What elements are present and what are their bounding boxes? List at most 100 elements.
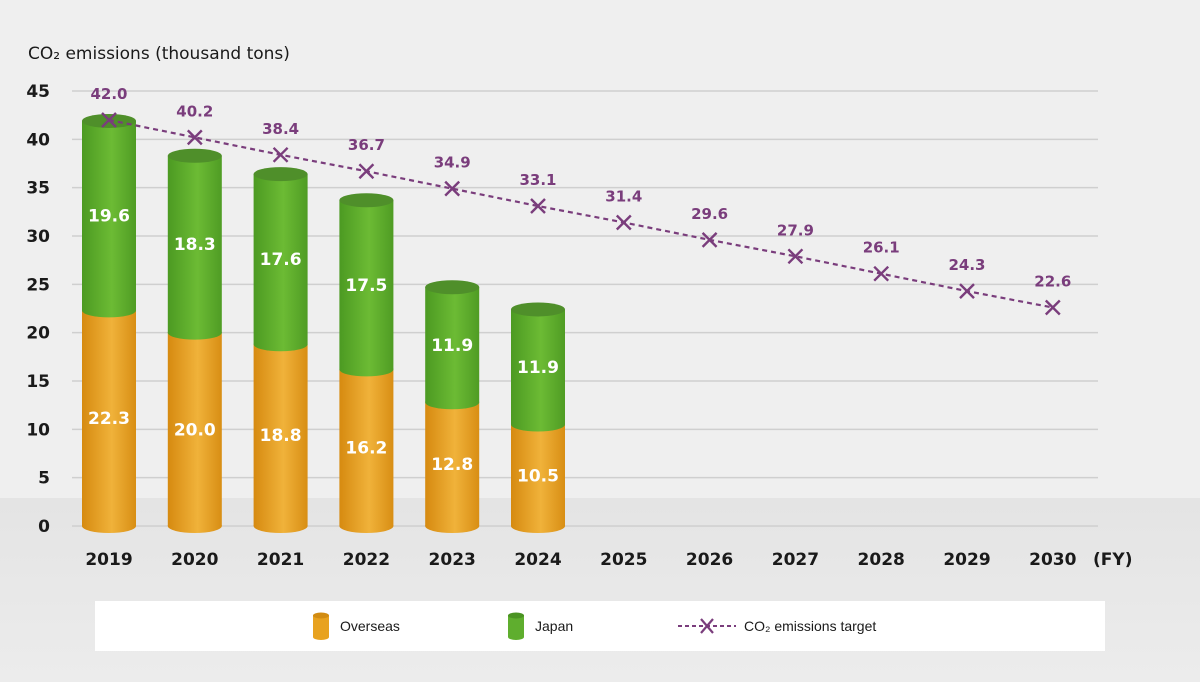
target-marker-x [186, 129, 203, 146]
x-tick-label: 2028 [858, 550, 905, 570]
bar-japan-bottom [511, 417, 565, 432]
bar-overseas-base [425, 519, 480, 533]
bar-japan [253, 174, 308, 345]
bar-overseas [167, 332, 222, 526]
bar-japan [82, 120, 136, 311]
bar-japan-bottom [425, 395, 480, 410]
y-tick-label: 45 [26, 82, 50, 102]
target-marker-x [272, 146, 289, 163]
bar-japan-top [253, 167, 308, 182]
target-marker-x [701, 232, 718, 248]
orange-cylinder-icon [313, 612, 329, 640]
x-tick-label: 2029 [943, 550, 990, 570]
bar-japan-bottom [82, 303, 136, 318]
target-marker-x [1044, 299, 1061, 316]
y-tick-label: 5 [38, 469, 50, 489]
legend-item-japan: Japan [507, 601, 573, 651]
y-tick-label: 0 [38, 517, 50, 537]
x-tick-label: 2019 [85, 550, 132, 570]
bar-label-japan: 17.6 [260, 250, 302, 270]
target-label: 36.7 [348, 136, 385, 154]
target-label: 34.9 [434, 154, 471, 172]
bars: 22.3 19.6 20.0 18.3 18.8 17.6 16.2 17.5 12.8 11.9… [82, 113, 565, 533]
bar-japan [511, 309, 565, 425]
bar-japan-top [511, 302, 565, 317]
target-marker-x [444, 180, 461, 197]
bar-overseas-base [339, 519, 394, 533]
legend-item-overseas: Overseas [312, 601, 400, 651]
bar-label-overseas: 10.5 [517, 466, 559, 486]
target-label: 40.2 [176, 102, 213, 120]
bar-japan-top [339, 193, 394, 208]
bar-label-japan: 18.3 [174, 235, 216, 255]
bar-label-overseas: 20.0 [174, 420, 216, 440]
y-axis-ticks: 0 5 10 15 20 25 30 35 40 45 [26, 82, 50, 537]
bar-label-japan: 11.9 [517, 358, 559, 378]
bar-japan-bottom [167, 325, 222, 340]
bar-japan-top [425, 280, 480, 295]
x-tick-label: 2030 [1029, 550, 1076, 570]
y-tick-label: 10 [26, 420, 50, 440]
bar-japan-bottom [339, 362, 394, 377]
bar-label-japan: 19.6 [88, 207, 130, 227]
bar-overseas-base [82, 519, 136, 533]
bar-japan [425, 287, 480, 403]
target-marker-x [101, 112, 117, 128]
target-marker-x [615, 214, 632, 231]
y-tick-label: 20 [26, 324, 50, 344]
x-tick-label: 2025 [600, 550, 647, 570]
x-tick-label: 2023 [429, 550, 476, 570]
target-line-path [108, 118, 1054, 309]
target-label: 29.6 [691, 205, 728, 223]
bar-overseas [511, 424, 565, 526]
x-tick-label: 2027 [772, 550, 819, 570]
bar-label-japan: 17.5 [345, 276, 387, 296]
target-marker-x [959, 283, 975, 299]
y-tick-label: 30 [26, 227, 50, 247]
legend-item-target: CO₂ emissions target [678, 601, 876, 651]
legend-label: Japan [535, 618, 574, 634]
target-label: 26.1 [863, 239, 900, 257]
x-axis-unit-label: (FY) [1093, 550, 1132, 570]
legend-label: CO₂ emissions target [744, 618, 877, 634]
legend: Overseas Japan CO₂ emissions target [95, 601, 1105, 651]
target-label: 38.4 [262, 120, 299, 138]
bar-label-overseas: 12.8 [431, 455, 473, 475]
bar-japan [167, 155, 222, 333]
target-label: 22.6 [1034, 273, 1071, 291]
target-marker-x [787, 248, 804, 265]
y-tick-label: 25 [26, 275, 50, 295]
target-marker-x [530, 198, 546, 214]
dashed-x-line-icon [678, 618, 736, 634]
target-marker-x [873, 265, 890, 282]
target-marker-x [358, 163, 375, 180]
bar-label-overseas: 22.3 [88, 409, 130, 429]
bar-label-overseas: 18.8 [260, 426, 302, 446]
bar-overseas [253, 344, 308, 526]
bar-overseas [82, 310, 136, 526]
bar-japan-top [167, 148, 222, 163]
target-label: 27.9 [777, 221, 814, 239]
x-tick-label: 2022 [343, 550, 390, 570]
y-tick-label: 40 [26, 130, 50, 150]
bar-label-overseas: 16.2 [345, 439, 387, 459]
target-label: 24.3 [948, 256, 985, 274]
bar-overseas-base [167, 519, 222, 533]
x-tick-label: 2021 [257, 550, 304, 570]
gridlines [72, 90, 1098, 527]
bar-overseas-base [511, 519, 565, 533]
x-tick-label: 2024 [514, 550, 561, 570]
legend-label: Overseas [340, 618, 400, 634]
bar-overseas-base [253, 519, 308, 533]
bar-japan-bottom [253, 337, 308, 352]
x-tick-label: 2020 [171, 550, 218, 570]
target-label: 31.4 [605, 187, 642, 205]
bar-japan [339, 200, 394, 370]
bar-label-japan: 11.9 [431, 336, 473, 356]
target-label: 42.0 [90, 85, 127, 103]
x-axis-ticks: 2019 2020 2021 2022 2023 2024 2025 2026 2027 2028… [85, 550, 1076, 570]
y-tick-label: 15 [26, 372, 50, 392]
target-line: 42.0 40.2 38.4 36.7 34.9 33.1 31.4 29.6 27.9 26.1… [90, 85, 1071, 316]
green-cylinder-icon [508, 612, 524, 640]
